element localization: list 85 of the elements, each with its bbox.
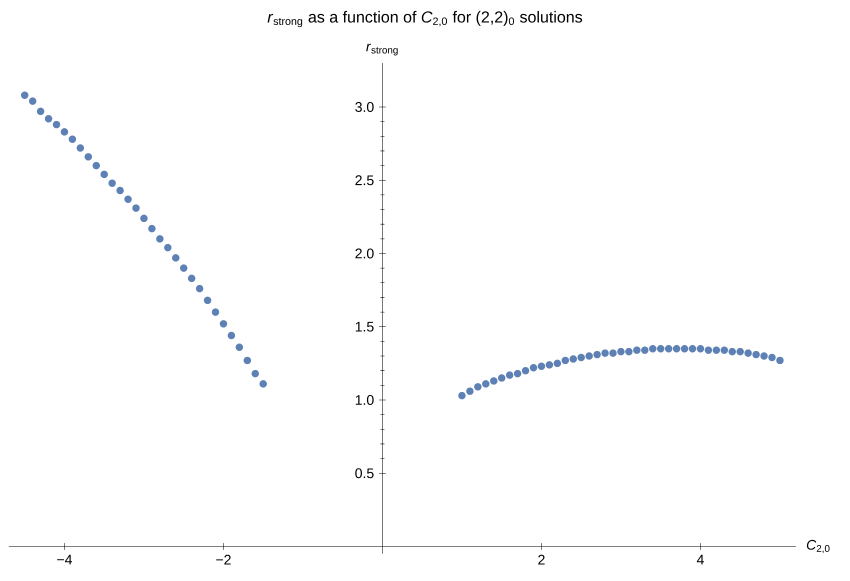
x-tick-label: −4: [57, 554, 72, 564]
point: [728, 348, 736, 356]
point: [52, 120, 60, 128]
point: [108, 179, 116, 187]
point: [44, 114, 52, 122]
point: [546, 361, 554, 369]
point: [696, 344, 704, 352]
point: [76, 144, 84, 152]
point: [514, 370, 522, 378]
point: [704, 346, 712, 354]
y-tick-label: 2.5: [355, 175, 374, 186]
point: [656, 344, 664, 352]
point: [28, 97, 36, 105]
point: [466, 387, 474, 395]
point: [172, 254, 180, 262]
point: [506, 371, 514, 379]
point: [252, 370, 259, 378]
point: [760, 352, 768, 360]
point: [577, 354, 585, 362]
point: [720, 346, 728, 354]
point: [212, 308, 220, 316]
point: [538, 362, 546, 370]
point: [84, 153, 92, 161]
point: [776, 356, 784, 364]
point: [164, 244, 172, 252]
point: [498, 374, 506, 382]
x-axis-title: C$_{2,0}$: [806, 540, 830, 554]
point: [124, 196, 132, 204]
point: [522, 366, 530, 374]
point: [625, 348, 633, 356]
point: [68, 135, 76, 143]
point: [744, 349, 752, 357]
point: [562, 356, 570, 364]
point: [482, 380, 490, 388]
point: [196, 284, 204, 292]
point: [36, 108, 44, 116]
point: [601, 349, 609, 357]
point: [609, 349, 617, 357]
point: [228, 332, 236, 340]
point: [156, 235, 164, 243]
point: [148, 224, 156, 232]
y-tick-label: 3.0: [355, 102, 374, 112]
point: [680, 344, 688, 352]
point: [474, 383, 482, 391]
x-tick-label: 4: [696, 554, 704, 564]
point: [712, 346, 720, 354]
point: [664, 344, 672, 352]
point: [672, 344, 680, 352]
point: [752, 350, 760, 358]
point: [633, 346, 641, 354]
y-tick-label: 0.5: [355, 468, 374, 478]
point: [132, 204, 140, 212]
chart-title: r$_{strong}$ as a function of C$_{2,0}$ for (2,2)$_{0}$ solutions: [268, 10, 582, 28]
point: [92, 162, 100, 170]
point: [530, 364, 538, 372]
point: [570, 355, 577, 363]
point: [188, 274, 196, 282]
point: [259, 380, 267, 388]
point: [617, 348, 625, 356]
point: [585, 352, 593, 360]
point: [140, 214, 148, 222]
y-tick-label: 1.5: [356, 322, 374, 332]
point: [641, 346, 649, 354]
point: [554, 360, 562, 368]
y-tick-label: 1.0: [356, 395, 374, 405]
y-axis-title: r$_{strong}$: [366, 44, 398, 56]
point: [593, 350, 601, 358]
x-tick-label: −2: [216, 554, 231, 565]
point: [60, 128, 68, 136]
point: [220, 320, 228, 328]
point: [20, 92, 28, 100]
point: [768, 354, 776, 362]
point: [236, 344, 244, 351]
point: [204, 296, 212, 304]
point: [490, 377, 498, 385]
point: [116, 186, 124, 194]
point: [180, 264, 188, 272]
point: [649, 344, 656, 352]
point: [688, 344, 696, 352]
x-tick-label: 2: [538, 554, 545, 565]
y-tick-label: 2.0: [355, 248, 374, 258]
point: [458, 392, 466, 400]
point: [100, 170, 108, 178]
point: [244, 356, 252, 364]
point: [736, 348, 744, 356]
